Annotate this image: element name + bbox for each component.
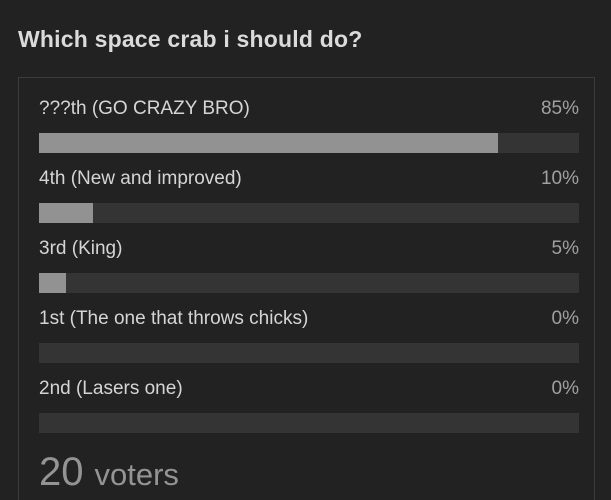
poll-bar-track (39, 133, 579, 153)
poll-bar-fill (39, 203, 93, 223)
poll-results-container: ???th (GO CRAZY BRO) 85% 4th (New and im… (18, 77, 595, 500)
poll-option-label: ???th (GO CRAZY BRO) (39, 98, 250, 119)
poll-option-label: 1st (The one that throws chicks) (39, 308, 309, 329)
poll-option-header: 3rd (King) 5% (39, 236, 579, 262)
poll-bar-fill (39, 133, 498, 153)
poll-option-row: 2nd (Lasers one) 0% (39, 376, 579, 433)
poll-option-row: 3rd (King) 5% (39, 236, 579, 293)
poll-bar-track (39, 203, 579, 223)
poll-option-label: 2nd (Lasers one) (39, 378, 183, 399)
topic-title[interactable]: Which space crab i should do? (18, 26, 363, 52)
poll-option-percent: 85% (540, 98, 579, 119)
poll-option-header: 2nd (Lasers one) 0% (39, 376, 579, 402)
poll-option-label: 4th (New and improved) (39, 168, 242, 189)
poll-option-percent: 5% (551, 238, 579, 259)
poll-option-row: ???th (GO CRAZY BRO) 85% (39, 96, 579, 153)
poll-option-label: 3rd (King) (39, 238, 123, 259)
poll-option-percent: 10% (540, 168, 579, 189)
poll-bar-track (39, 413, 579, 433)
poll-option-header: ???th (GO CRAZY BRO) 85% (39, 96, 579, 122)
poll-option-percent: 0% (551, 378, 579, 399)
poll-option-header: 1st (The one that throws chicks) 0% (39, 306, 579, 332)
voters-label: voters (94, 457, 179, 492)
voters-count: 20 (39, 450, 84, 494)
poll-option-header: 4th (New and improved) 10% (39, 166, 579, 192)
poll-bar-track (39, 273, 579, 293)
poll-option-row: 4th (New and improved) 10% (39, 166, 579, 223)
poll-option-row: 1st (The one that throws chicks) 0% (39, 306, 579, 363)
poll-bar-track (39, 343, 579, 363)
poll-bar-fill (39, 273, 66, 293)
poll-option-percent: 0% (551, 308, 579, 329)
poll-voters-info: 20 voters (39, 452, 579, 492)
